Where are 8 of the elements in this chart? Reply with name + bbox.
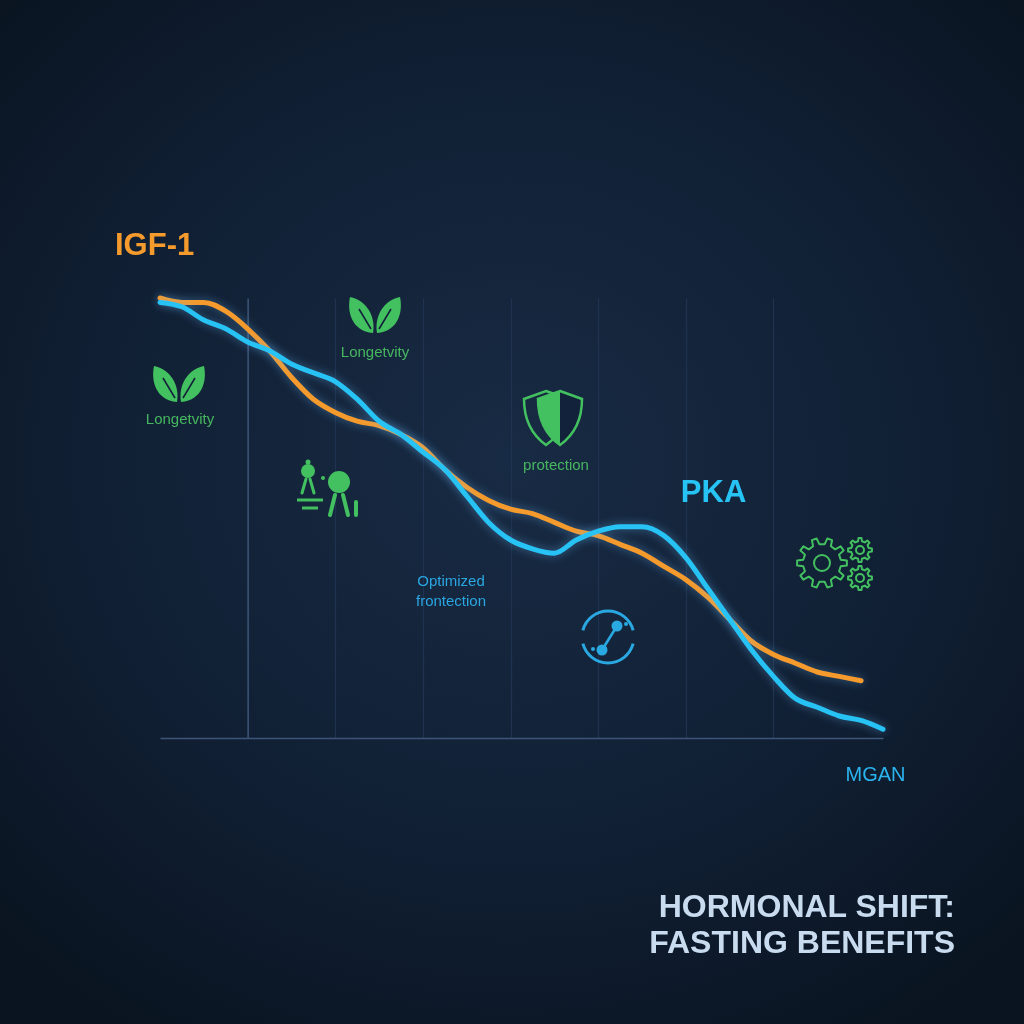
- text: HORMONAL SHIFT: FASTING BENEFITS: [649, 888, 955, 960]
- annotation: Longetvity: [340, 343, 410, 360]
- series-label: PKA: [680, 473, 747, 509]
- annotation: protection: [523, 456, 589, 473]
- x-axis-title: MGAN: [845, 762, 906, 785]
- annotation: Longetvity: [145, 410, 215, 427]
- series-label: IGF-1: [115, 227, 195, 262]
- annotation: Optimized frontection: [415, 572, 487, 609]
